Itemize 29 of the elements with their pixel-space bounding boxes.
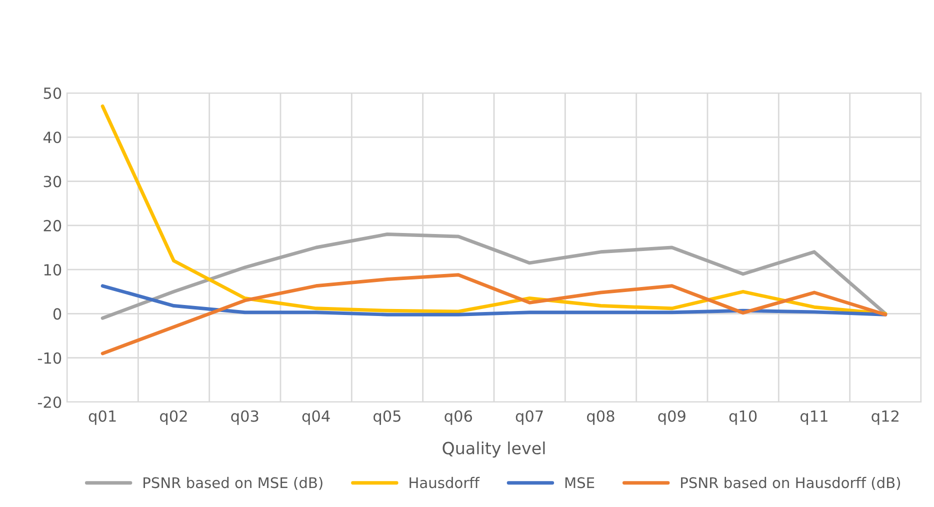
x-tick-label: q07 <box>516 410 543 425</box>
line-series <box>100 104 888 316</box>
x-tick-label: q08 <box>587 410 614 425</box>
y-tick-label: 40 <box>43 132 62 144</box>
x-tick-label: q10 <box>729 410 757 425</box>
x-tick-label: q09 <box>658 410 686 425</box>
legend-label: MSE <box>565 477 594 488</box>
x-tick-label: q03 <box>231 410 258 425</box>
y-tick-label: 10 <box>44 264 62 276</box>
line-series <box>100 284 888 316</box>
x-tick-label: q04 <box>302 410 330 425</box>
x-tick-label: q01 <box>88 410 116 425</box>
x-tick-label: q05 <box>374 410 400 425</box>
y-tick-label: 0 <box>53 308 62 320</box>
x-tick-label: q02 <box>160 410 187 425</box>
line-series <box>100 273 888 356</box>
x-tick-label: q06 <box>444 410 472 425</box>
y-tick-label: -20 <box>38 396 62 408</box>
legend-label: PSNR based on Hausdorff (dB) <box>681 476 900 490</box>
line-series <box>100 232 888 320</box>
x-tick-label: q12 <box>872 410 898 425</box>
legend-label: Hausdorff <box>410 476 480 488</box>
y-tick-label: 30 <box>44 176 62 188</box>
y-tick-label: 50 <box>44 87 62 100</box>
legend-label: PSNR based on MSE (dB) <box>144 476 322 490</box>
x-tick-label: q11 <box>800 410 828 425</box>
y-tick-label: -10 <box>38 352 62 364</box>
y-tick-label: 20 <box>44 220 62 232</box>
x-axis-title: Quality level <box>442 442 545 458</box>
